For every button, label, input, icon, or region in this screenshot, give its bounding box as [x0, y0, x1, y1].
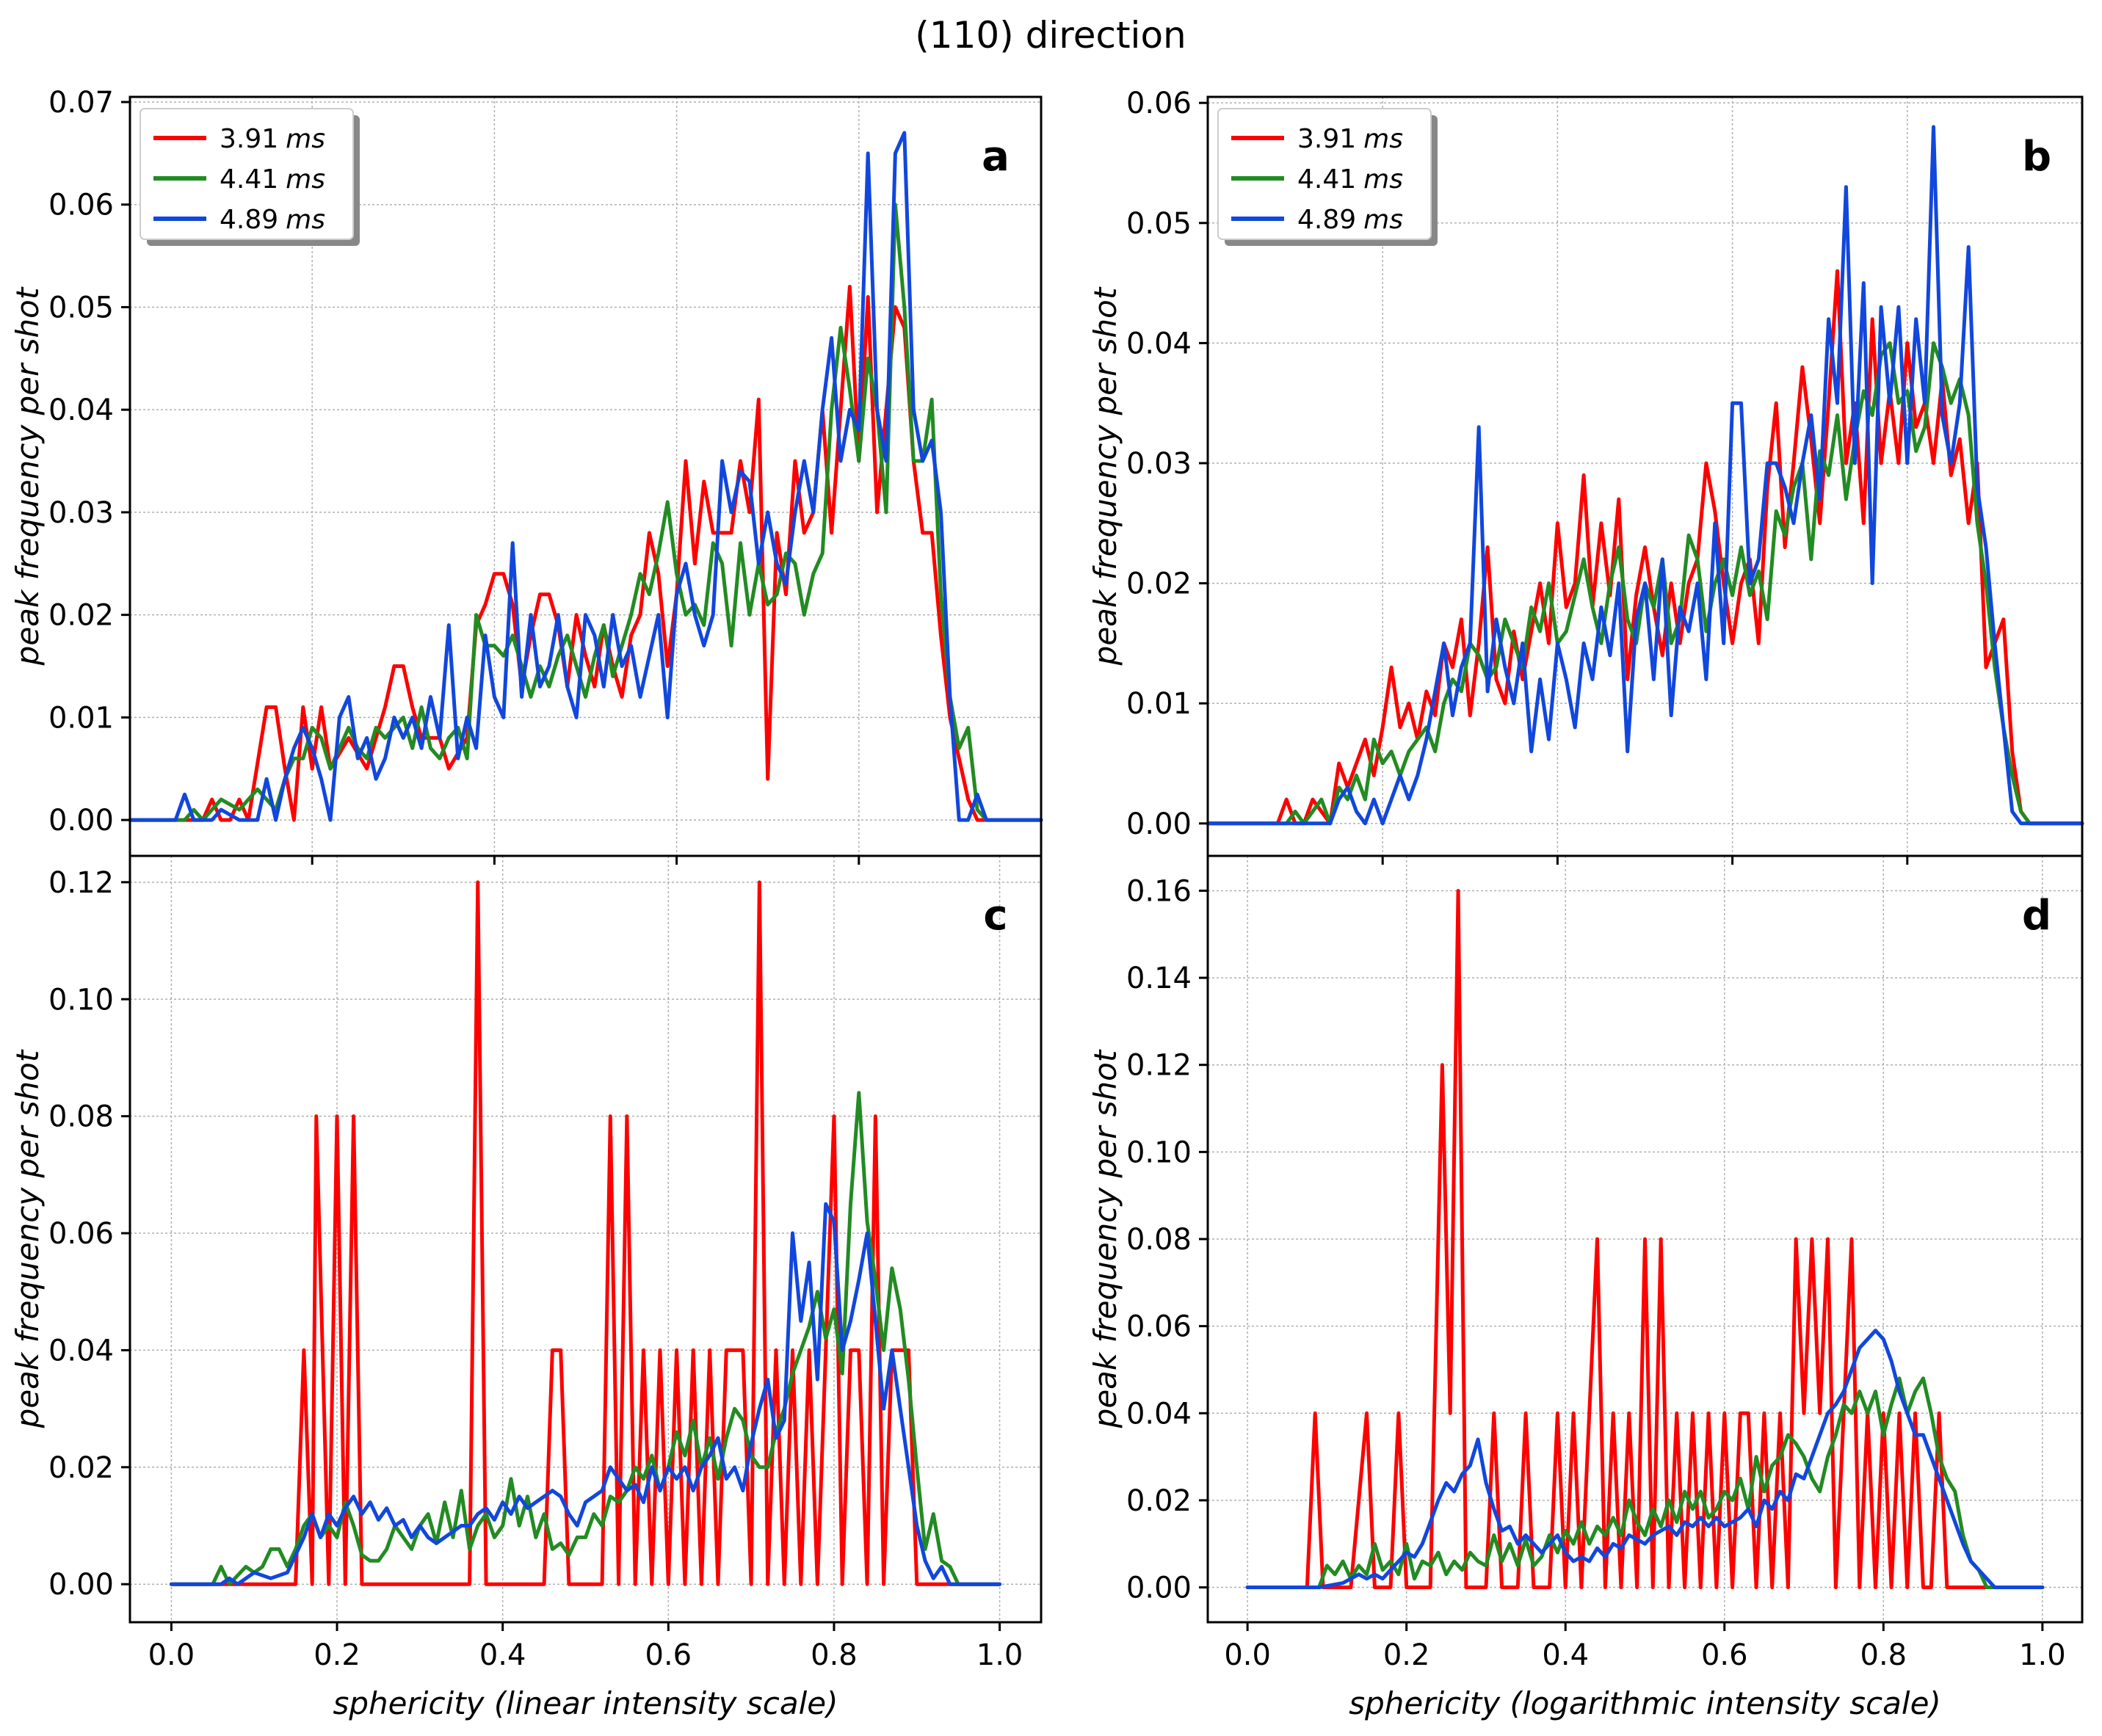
- series-line-c-3: [169, 1202, 1002, 1586]
- grid-d: [1208, 856, 2082, 1622]
- legend-entry: 4.41 ms: [1297, 164, 1403, 195]
- x-tick-label: 0.4: [1542, 1638, 1589, 1672]
- series-line-d-3: [1245, 1329, 2045, 1589]
- legend-value: 4.89: [220, 205, 278, 235]
- panel-letter-b: b: [2022, 133, 2051, 181]
- y-axis-label: peak frequency per shot: [1087, 1049, 1123, 1428]
- y-tick-label: 0.14: [1126, 962, 1192, 995]
- legend-box: [139, 108, 354, 240]
- legend-a: 3.91 ms 4.41 ms 4.89 ms: [139, 108, 360, 246]
- series-line-b-1: [1206, 269, 2084, 826]
- legend-entry: 4.89 ms: [1297, 205, 1403, 235]
- x-tick-label: 0.6: [1701, 1638, 1748, 1672]
- y-tick-label: 0.03: [48, 496, 114, 530]
- legend-unit: ms: [1363, 205, 1403, 235]
- x-tick-label: 0.2: [1383, 1638, 1430, 1672]
- legend-unit: ms: [1363, 124, 1403, 154]
- y-tick-label: 0.01: [1126, 687, 1192, 721]
- legend-value: 4.41: [220, 164, 278, 195]
- y-tick-label: 0.10: [48, 983, 114, 1017]
- legend-box: [1217, 108, 1432, 240]
- y-axis-label: peak frequency per shot: [10, 1049, 46, 1428]
- figure-title: (110) direction: [915, 14, 1186, 57]
- y-axis-label: peak frequency per shot: [10, 286, 46, 666]
- x-tick-label: 1.0: [976, 1638, 1023, 1672]
- y-tick-label: 0.00: [48, 804, 114, 838]
- legend-value: 4.89: [1297, 205, 1356, 235]
- y-tick-label: 0.06: [48, 189, 114, 222]
- series-line-a-1: [128, 285, 1043, 822]
- x-tick-label: 0.8: [1860, 1638, 1907, 1672]
- panel-letter-d: d: [2022, 892, 2051, 940]
- panel-c: 0.0 0.2 0.4 0.6 0.8 1.0 0.00 0.02 0.04 0.06 0.08 0.…: [10, 854, 1043, 1721]
- y-tick-label: 0.04: [1126, 327, 1192, 360]
- series-line-c-1: [169, 880, 1002, 1586]
- legend-value: 3.91: [220, 124, 278, 154]
- series-line-a-3: [128, 131, 1043, 822]
- y-tick-label: 0.02: [48, 599, 114, 633]
- x-tick-label: 0.6: [645, 1638, 692, 1672]
- y-tick-label: 0.05: [48, 291, 114, 324]
- y-tick-label: 0.06: [1126, 87, 1192, 120]
- legend-entry: 3.91 ms: [1297, 124, 1403, 154]
- y-tick-label: 0.12: [1126, 1049, 1192, 1083]
- y-tick-label: 0.03: [1126, 447, 1192, 481]
- y-tick-label: 0.12: [48, 866, 114, 900]
- panel-letter-c: c: [983, 892, 1007, 940]
- legend-unit: ms: [1363, 164, 1403, 195]
- x-tick-label: 0.8: [811, 1638, 858, 1672]
- legend-entry: 3.91 ms: [220, 124, 325, 154]
- y-tick-label: 0.04: [1126, 1397, 1192, 1431]
- x-tick-label: 0.2: [314, 1638, 360, 1672]
- x-tick-label: 1.0: [2019, 1638, 2066, 1672]
- y-tick-label: 0.00: [48, 1568, 114, 1602]
- legend-b: 3.91 ms4.41 ms4.89 ms: [1217, 108, 1438, 246]
- y-tick-label: 0.02: [1126, 1484, 1192, 1518]
- y-tick-label: 0.04: [48, 1334, 114, 1368]
- y-tick-label: 0.08: [1126, 1223, 1192, 1257]
- y-tick-label: 0.10: [1126, 1136, 1192, 1169]
- y-tick-label: 0.01: [48, 701, 114, 735]
- y-axis-label: peak frequency per shot: [1087, 286, 1123, 666]
- x-tick-label: 0.0: [1224, 1638, 1271, 1672]
- series-line-d-1: [1245, 889, 2045, 1589]
- y-tick-label: 0.05: [1126, 207, 1192, 241]
- y-tick-label: 0.06: [48, 1217, 114, 1251]
- y-tick-label: 0.02: [1126, 567, 1192, 601]
- legend-unit: ms: [286, 205, 325, 235]
- legend-value: 3.91: [1297, 124, 1356, 154]
- x-axis-label: sphericity (linear intensity scale): [333, 1685, 838, 1721]
- legend-entry: 4.41 ms: [220, 164, 325, 195]
- legend-unit: ms: [286, 164, 325, 195]
- x-tick-label: 0.0: [148, 1638, 195, 1672]
- y-tick-label: 0.08: [48, 1100, 114, 1134]
- panel-b: 0.00 0.01 0.02 0.03 0.04 0.05 0.06 peak frequen…: [1087, 87, 2084, 865]
- series-line-a-2: [128, 203, 1043, 822]
- panel-letter-a: a: [982, 133, 1010, 181]
- panel-frame-c: [128, 854, 1043, 1624]
- y-tick-label: 0.04: [48, 393, 114, 427]
- y-tick-label: 0.02: [48, 1451, 114, 1485]
- y-tick-label: 0.16: [1126, 874, 1192, 908]
- y-tick-label: 0.00: [1126, 1572, 1192, 1605]
- x-tick-label: 0.4: [479, 1638, 526, 1672]
- panel-a: 0.00 0.01 0.02 0.03 0.04 0.05 0.06 0.07 peak fre…: [10, 86, 1043, 865]
- legend-value: 4.41: [1297, 164, 1356, 195]
- panel-d: 0.0 0.2 0.4 0.6 0.8 1.0 0.00 0.02 0.04 0.06 0.08 0.…: [1087, 854, 2084, 1721]
- y-tick-label: 0.00: [1126, 807, 1192, 841]
- panels: 0.00 0.01 0.02 0.03 0.04 0.05 0.06 0.07 peak fre…: [10, 86, 2084, 1721]
- legend-entry: 4.89 ms: [220, 205, 325, 235]
- y-tick-label: 0.07: [48, 86, 114, 120]
- y-tick-label: 0.06: [1126, 1310, 1192, 1344]
- series-line-c-2: [169, 1091, 1002, 1586]
- x-axis-label: sphericity (logarithmic intensity scale): [1349, 1685, 1941, 1721]
- series-line-b-3: [1206, 125, 2084, 826]
- series-line-d-2: [1245, 1376, 2045, 1589]
- legend-unit: ms: [286, 124, 325, 154]
